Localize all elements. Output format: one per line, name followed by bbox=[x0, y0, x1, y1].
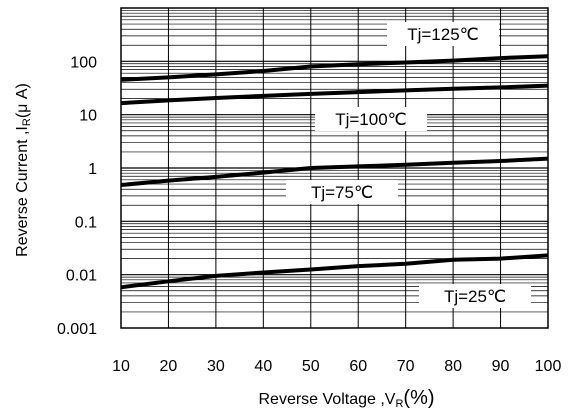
x-tick-label: 90 bbox=[492, 358, 510, 375]
x-tick-label: 10 bbox=[112, 358, 130, 375]
x-tick-label: 80 bbox=[444, 358, 462, 375]
x-axis-label-unit: (%) bbox=[403, 387, 434, 409]
series-label: Tj=75℃ bbox=[311, 183, 373, 202]
series-label: Tj=125℃ bbox=[407, 25, 479, 44]
series-label: Tj=100℃ bbox=[335, 110, 407, 129]
x-axis-label: Reverse Voltage ,VR(%) bbox=[258, 387, 434, 410]
x-tick-label: 50 bbox=[302, 358, 320, 375]
series-label-background bbox=[419, 284, 531, 308]
y-axis-label-unit: (μ A) bbox=[14, 83, 31, 118]
x-tick-label: 100 bbox=[535, 358, 562, 375]
y-tick-label: 100 bbox=[70, 54, 97, 71]
series-label-background bbox=[387, 22, 499, 46]
series-label-background bbox=[286, 180, 398, 204]
y-tick-label: 0.1 bbox=[75, 214, 97, 231]
x-tick-label: 40 bbox=[254, 358, 272, 375]
x-tick-label: 20 bbox=[160, 358, 178, 375]
series-line bbox=[120, 156, 549, 187]
y-tick-label: 10 bbox=[79, 108, 97, 125]
series-line bbox=[120, 54, 549, 82]
x-tick-labels: 10 20 30 40 50 60 70 80 90 100 bbox=[112, 358, 561, 375]
x-axis-label-subscript: R bbox=[395, 398, 403, 410]
y-tick-label: 0.001 bbox=[57, 321, 97, 338]
series-label: Tj=25℃ bbox=[444, 287, 506, 306]
y-axis-label-subscript: R bbox=[21, 118, 33, 126]
series-line bbox=[120, 83, 549, 106]
series-labels: Tj=125℃ Tj=100℃ Tj=75℃ Tj=25℃ bbox=[286, 22, 531, 308]
y-axis-label-main: Reverse Current ,I bbox=[14, 126, 31, 257]
y-tick-label: 0.01 bbox=[66, 268, 97, 285]
x-axis-label-main: Reverse Voltage ,V bbox=[258, 391, 395, 408]
y-tick-labels: 0.001 0.01 0.1 1 10 100 bbox=[57, 54, 97, 338]
y-axis-label: Reverse Current ,IR(μ A) bbox=[14, 83, 33, 257]
y-tick-label: 1 bbox=[88, 161, 97, 178]
plot-frame bbox=[120, 7, 549, 329]
series-label-background bbox=[315, 107, 427, 131]
series-line bbox=[120, 253, 549, 290]
x-tick-label: 70 bbox=[397, 358, 415, 375]
x-tick-label: 60 bbox=[349, 358, 367, 375]
series-group bbox=[120, 54, 549, 290]
x-tick-label: 30 bbox=[207, 358, 225, 375]
